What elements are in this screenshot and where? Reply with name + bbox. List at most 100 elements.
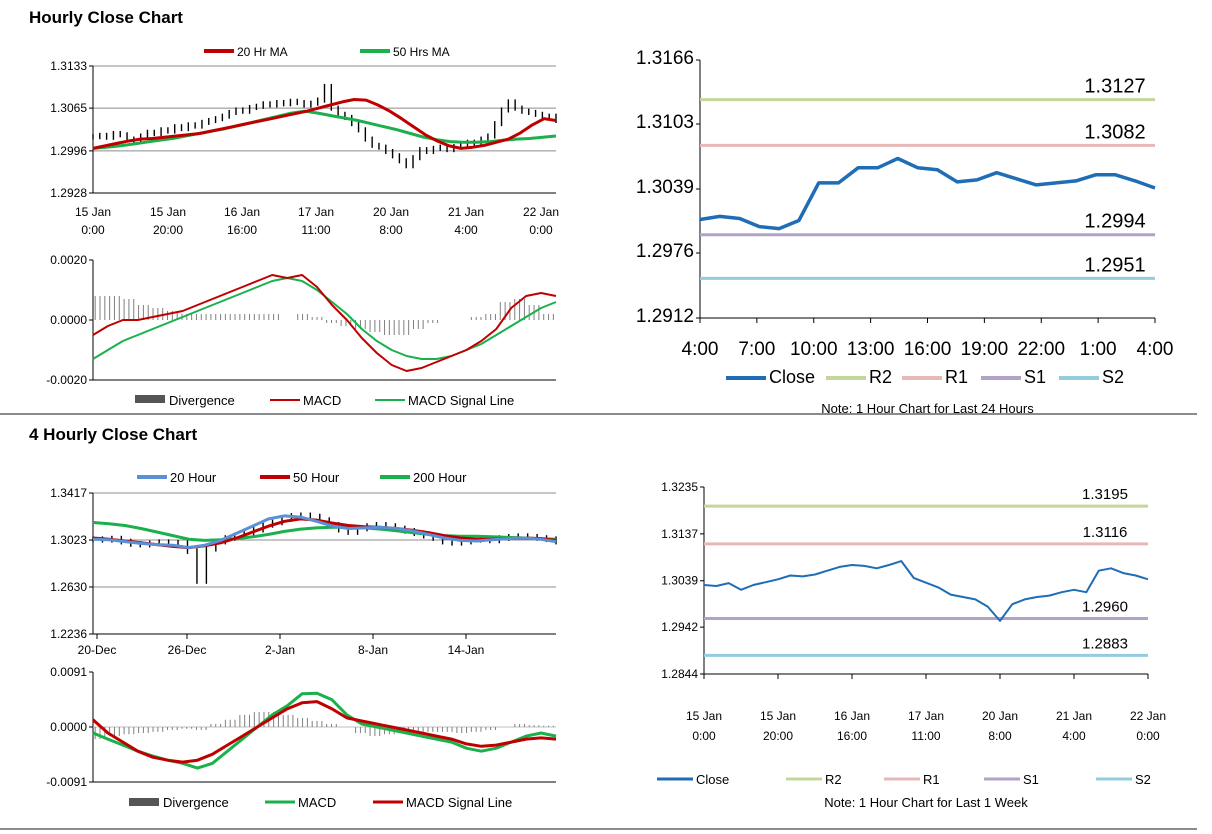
- weekly-close-chart-xtick-time: 20:00: [763, 729, 793, 743]
- hourly-close-chart-xtick-label: 19:00: [961, 339, 1009, 360]
- weekly-close-chart-r1-legend-label: R1: [923, 772, 940, 787]
- bottom-divider: [0, 828, 1197, 830]
- hourly-macd-chart: 0.0020 0.0000 -0.0020 Divergence MACD MACD Si…: [46, 253, 557, 408]
- hourly-ma-ytick-label: 1.2996: [50, 144, 87, 158]
- hourly-ma-ytick-label: 1.3065: [50, 101, 87, 115]
- hourly-close-chart-level-label-r1: 1.3082: [1084, 121, 1145, 143]
- hourly-close-chart-xtick-label: 10:00: [790, 339, 838, 360]
- four-hourly-macd-ytick-label: 0.0091: [50, 665, 87, 679]
- weekly-close-chart-r2-legend-label: R2: [825, 772, 842, 787]
- hourly-divergence-legend-label: Divergence: [169, 393, 235, 408]
- hourly-close-chart-s1-legend-label: S1: [1024, 367, 1046, 387]
- weekly-close-chart-close-line: [703, 560, 1149, 622]
- four-hourly-ma20-legend-label: 20 Hour: [170, 470, 217, 485]
- weekly-close-chart-xtick-time: 8:00: [988, 729, 1012, 743]
- four-hourly-ma-xtick-label: 26-Dec: [168, 643, 207, 657]
- four-hourly-signal-legend-label: MACD Signal Line: [406, 795, 512, 810]
- weekly-close-chart-ytick-label: 1.2844: [661, 667, 698, 681]
- hourly-ma20-legend-label: 20 Hr MA: [237, 45, 288, 59]
- hourly-ma-xtick-time: 11:00: [301, 223, 330, 237]
- weekly-close-chart-ytick-label: 1.3039: [661, 574, 698, 588]
- hourly-ma20-line: [92, 98, 557, 150]
- hourly-ma50-line: [92, 109, 557, 150]
- four-hourly-ma-chart: 1.3417 1.3023 1.2630 1.2236 20-Dec 26-Dec 2-Ja…: [50, 470, 557, 657]
- weekly-close-chart-xtick-time: 0:00: [1136, 729, 1160, 743]
- hourly-ma50-legend-label: 50 Hrs MA: [393, 45, 450, 59]
- hourly-close-chart-ytick-label: 1.3166: [636, 48, 694, 69]
- hourly-divergence-legend-swatch: [135, 395, 165, 403]
- weekly-close-chart-s2-legend-label: S2: [1135, 772, 1151, 787]
- hourly-macd-ytick-label: 0.0000: [50, 313, 87, 327]
- hourly-ma-chart: 1.3133 1.3065 1.2996 1.2928 15 Jan 0:00 15 Jan…: [50, 45, 559, 237]
- weekly-close-chart-level-label-s2: 1.2883: [1082, 635, 1128, 652]
- four-hourly-ma-xtick-label: 2-Jan: [265, 643, 295, 657]
- hourly-close-chart-ytick-label: 1.3039: [636, 177, 694, 198]
- hourly-close-chart-r1-legend-label: R1: [945, 367, 968, 387]
- hourly-ma-xtick-time: 8:00: [379, 223, 403, 237]
- four-hourly-divergence-legend-label: Divergence: [163, 795, 229, 810]
- hourly-close-chart-xtick-label: 22:00: [1017, 339, 1065, 360]
- hourly-close-chart-ytick-label: 1.2912: [636, 306, 694, 327]
- weekly-close-chart-ytick-label: 1.3137: [661, 527, 698, 541]
- hourly-close-chart-ytick-label: 1.2976: [636, 241, 694, 262]
- hourly-close-chart-ytick-label: 1.3103: [636, 112, 694, 133]
- weekly-close-chart-ytick-label: 1.3235: [661, 480, 698, 494]
- weekly-close-chart-xtick-time: 11:00: [911, 729, 940, 743]
- weekly-close-chart-xtick-date: 21 Jan: [1056, 709, 1092, 723]
- hourly-ma-xtick-time: 0:00: [81, 223, 105, 237]
- hourly-close-chart-note: Note: 1 Hour Chart for Last 24 Hours: [821, 401, 1034, 416]
- four-hourly-ma-ytick-label: 1.2630: [50, 580, 87, 594]
- four-hourly-ma20-line: [92, 514, 557, 550]
- section-divider: [0, 413, 1197, 415]
- hourly-ma-xtick-time: 4:00: [454, 223, 478, 237]
- weekly-close-chart-xtick-date: 20 Jan: [982, 709, 1018, 723]
- hourly-close-chart-level-label-s2: 1.2951: [1084, 254, 1145, 276]
- hourly-ma-xtick-date: 21 Jan: [448, 205, 484, 219]
- four-hourly-section-title: 4 Hourly Close Chart: [29, 425, 198, 444]
- hourly-ma-xtick-date: 16 Jan: [224, 205, 260, 219]
- weekly-close-chart-note: Note: 1 Hour Chart for Last 1 Week: [824, 795, 1028, 810]
- hourly-close-chart: 1.3166 1.3103 1.3039 1.2976 1.2912 1.3127 1.30…: [636, 48, 1174, 416]
- hourly-macd-ytick-label: 0.0020: [50, 253, 87, 267]
- four-hourly-ma-xtick-label: 20-Dec: [78, 643, 117, 657]
- four-hourly-ma-xtick-label: 8-Jan: [358, 643, 388, 657]
- hourly-close-chart-level-label-s1: 1.2994: [1084, 211, 1145, 233]
- hourly-close-chart-xtick-label: 7:00: [738, 339, 775, 360]
- four-hourly-ma200-line: [92, 521, 557, 542]
- hourly-ma-xtick-time: 20:00: [153, 223, 183, 237]
- hourly-close-chart-xtick-label: 16:00: [904, 339, 952, 360]
- hourly-section-title: Hourly Close Chart: [29, 8, 183, 27]
- weekly-close-chart-xtick-time: 0:00: [692, 729, 716, 743]
- four-hourly-ma200-legend-label: 200 Hour: [413, 470, 467, 485]
- hourly-close-chart-xtick-label: 1:00: [1080, 339, 1117, 360]
- hourly-signal-legend-label: MACD Signal Line: [408, 393, 514, 408]
- hourly-close-chart-s2-legend-label: S2: [1102, 367, 1124, 387]
- hourly-close-chart-level-label-r2: 1.3127: [1084, 76, 1145, 98]
- weekly-close-chart-xtick-date: 17 Jan: [908, 709, 944, 723]
- hourly-ma-xtick-date: 15 Jan: [150, 205, 186, 219]
- hourly-close-chart-xtick-label: 13:00: [847, 339, 895, 360]
- hourly-close-chart-close-line: [699, 156, 1156, 231]
- weekly-close-chart-xtick-time: 16:00: [837, 729, 867, 743]
- hourly-ma-xtick-date: 17 Jan: [298, 205, 334, 219]
- hourly-macd-legend-label: MACD: [303, 393, 341, 408]
- hourly-macd-ytick-label: -0.0020: [46, 373, 87, 387]
- four-hourly-ma-ytick-label: 1.2236: [50, 627, 87, 641]
- four-hourly-macd-chart: 0.0091 0.0000 -0.0091 Divergence MACD MACD Si…: [46, 665, 557, 810]
- weekly-close-chart-level-label-r2: 1.3195: [1082, 486, 1128, 503]
- hourly-ma-ytick-label: 1.3133: [50, 59, 87, 73]
- hourly-ma-xtick-time: 0:00: [529, 223, 553, 237]
- four-hourly-macd-signal-line: [92, 700, 557, 764]
- four-hourly-ma-ytick-label: 1.3417: [50, 486, 87, 500]
- four-hourly-ma-ytick-label: 1.3023: [50, 533, 87, 547]
- weekly-close-chart-level-label-r1: 1.3116: [1083, 524, 1128, 541]
- hourly-ma-xtick-time: 16:00: [227, 223, 257, 237]
- weekly-close-chart-xtick-date: 15 Jan: [686, 709, 722, 723]
- hourly-ma-ytick-label: 1.2928: [50, 186, 87, 200]
- weekly-close-chart-ytick-label: 1.2942: [661, 620, 698, 634]
- weekly-close-chart-xtick-date: 15 Jan: [760, 709, 796, 723]
- hourly-ma-xtick-date: 22 Jan: [523, 205, 559, 219]
- hourly-close-chart-xtick-label: 4:00: [1137, 339, 1174, 360]
- four-hourly-divergence-legend-swatch: [129, 798, 159, 806]
- weekly-close-chart-xtick-date: 16 Jan: [834, 709, 870, 723]
